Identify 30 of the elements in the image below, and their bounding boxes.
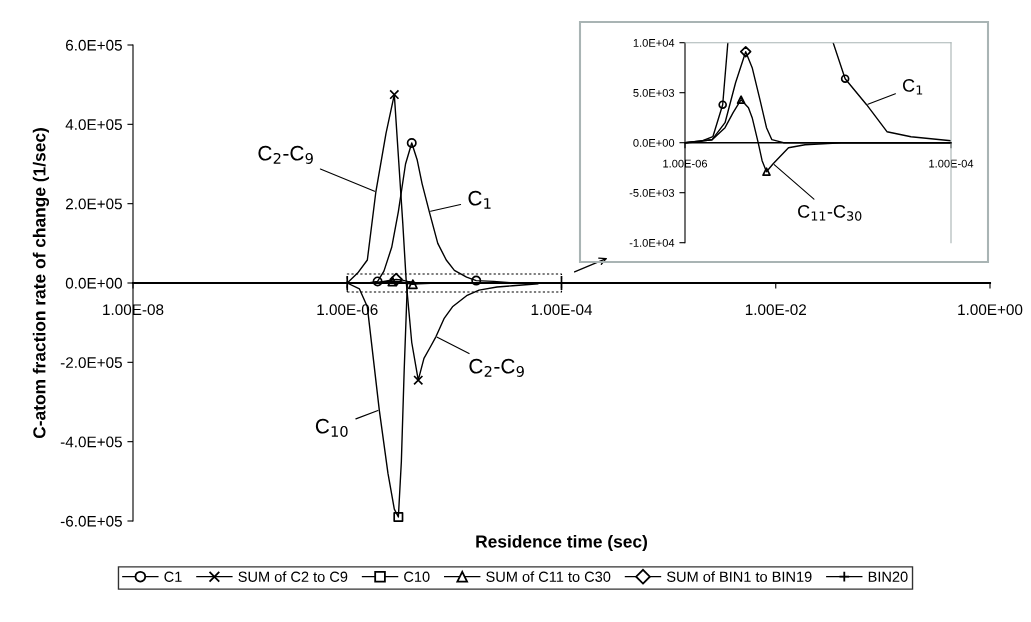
legend-label: C1	[164, 571, 182, 582]
annotation: C$_{10}$	[315, 418, 348, 437]
y-tick-label: -1.0E+04	[629, 238, 675, 247]
x-axis-title: Residence time (sec)	[476, 534, 647, 552]
y-tick-label: 6.0E+05	[66, 39, 122, 51]
y-tick-label: 0.0E+00	[65, 277, 122, 289]
annotation: C$_{2}$-C$_{9}$	[258, 145, 313, 164]
legend-label: SUM of C11 to C30	[486, 571, 611, 582]
legend-label: SUM of BIN1 to BIN19	[666, 571, 812, 582]
x-tick-label: 1.00E-04	[929, 159, 974, 168]
x-tick-label: 1.00E+00	[958, 304, 1023, 316]
y-tick-label: 0.0E+00	[633, 138, 675, 147]
x-tick-label: 1.00E-02	[745, 304, 806, 316]
y-tick-label: -6.0E+05	[60, 515, 122, 527]
legend-label: BIN20	[868, 571, 908, 582]
y-tick-label: -2.0E+05	[60, 357, 122, 369]
legend-label: C10	[404, 571, 430, 582]
x-tick-label: 1.00E-04	[531, 304, 593, 316]
annotation: C$_{11}$-C$_{30}$	[798, 205, 862, 221]
y-axis-title: C-atom fraction rate of change (1/sec)	[32, 128, 50, 439]
annotation: C$_{1}$	[902, 79, 923, 95]
annotation: C$_{1}$	[468, 190, 491, 209]
y-tick-label: 1.0E+04	[633, 38, 675, 47]
annotation: C$_{2}$-C$_{9}$	[469, 358, 524, 377]
y-tick-label: 5.0E+03	[633, 88, 675, 97]
legend-label: SUM of C2 to C9	[238, 571, 348, 582]
y-tick-label: 4.0E+05	[65, 119, 122, 131]
y-tick-label: 2.0E+05	[66, 198, 122, 210]
y-tick-label: -4.0E+05	[60, 436, 122, 448]
y-tick-label: -5.0E+03	[629, 188, 675, 197]
